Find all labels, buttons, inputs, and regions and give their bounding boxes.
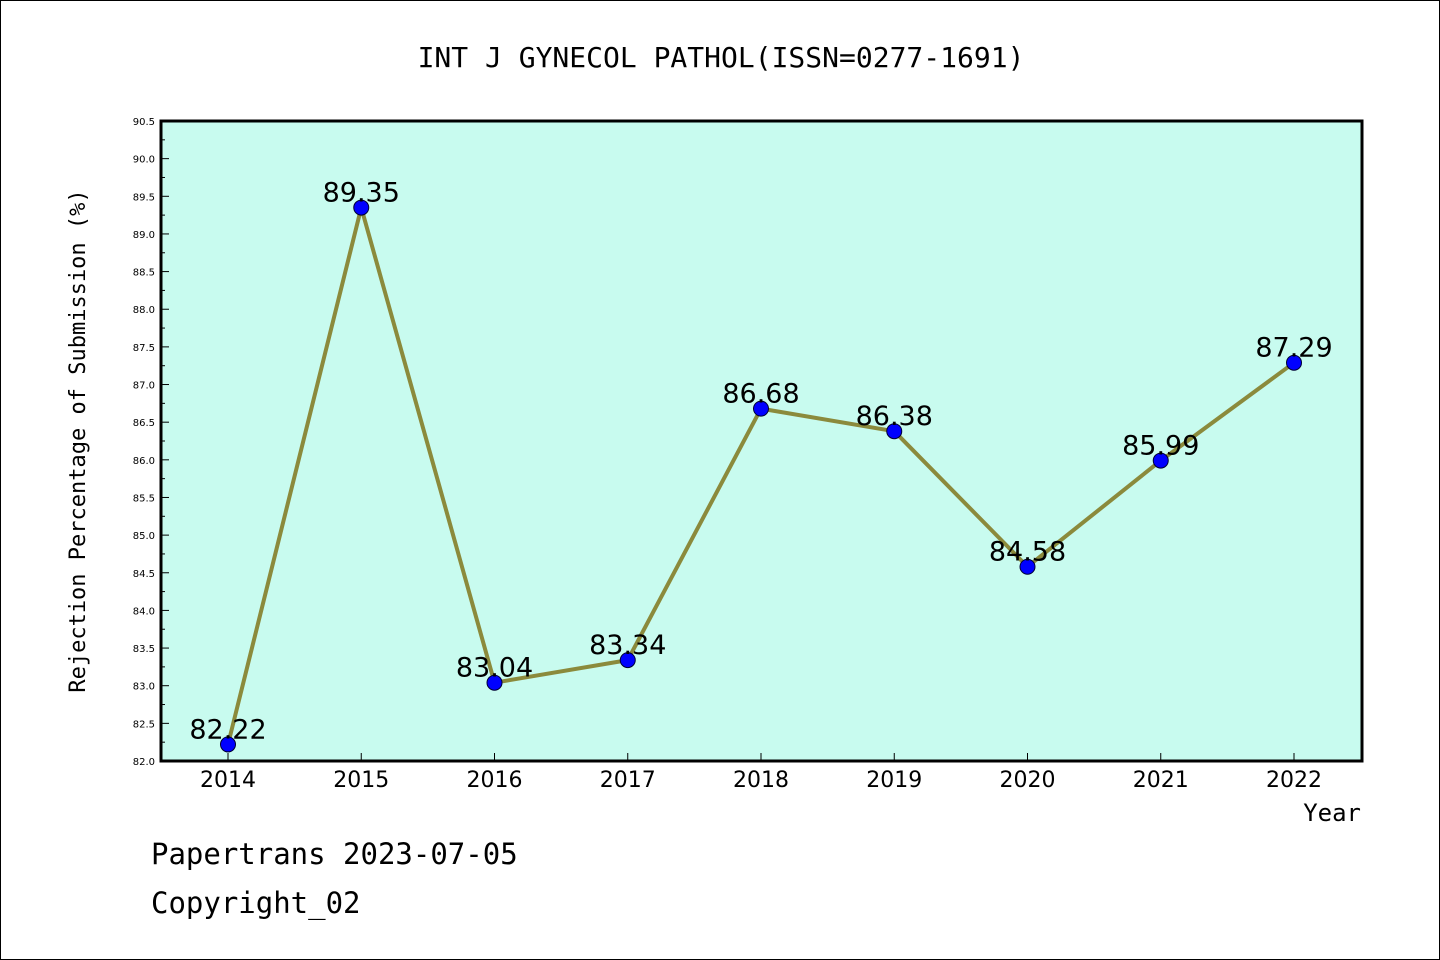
data-label: 85.99 bbox=[1122, 431, 1199, 462]
x-tick-label: 2021 bbox=[1133, 768, 1189, 793]
data-label: 86.68 bbox=[722, 379, 799, 410]
data-point bbox=[220, 736, 236, 753]
y-tick-label: 85.5 bbox=[133, 493, 155, 504]
x-tick-label: 2019 bbox=[866, 768, 922, 793]
y-tick-label: 86.5 bbox=[133, 418, 155, 429]
y-tick-label: 89.0 bbox=[133, 230, 155, 241]
data-point bbox=[353, 199, 370, 216]
data-label-group: 82.22 89.35 83.04 83.34 86.68 86.38 84.58 85.99… bbox=[189, 178, 1332, 746]
chart-title: INT J GYNECOL PATHOL(ISSN=0277-1691) bbox=[418, 41, 1025, 74]
data-point bbox=[1286, 354, 1302, 371]
data-point-group bbox=[220, 199, 1302, 753]
y-tick-label: 82.0 bbox=[133, 757, 155, 768]
y-tick-label: 83.5 bbox=[133, 644, 155, 655]
data-label: 87.29 bbox=[1255, 333, 1332, 364]
data-point bbox=[619, 652, 636, 669]
x-axis-label: Year bbox=[1303, 799, 1361, 827]
data-point bbox=[1019, 558, 1036, 575]
y-axis-label: Rejection Percentage of Submission (%) bbox=[66, 189, 91, 692]
y-tick-label: 89.5 bbox=[133, 192, 155, 203]
y-tick-label: 90.5 bbox=[133, 117, 155, 128]
data-label: 83.34 bbox=[589, 630, 666, 661]
data-label: 82.22 bbox=[189, 714, 266, 745]
x-tick-label: 2022 bbox=[1266, 768, 1322, 793]
data-label: 83.04 bbox=[456, 653, 533, 684]
y-axis: 82.0 82.5 83.0 83.5 84.0 84.5 85.0 85.5 86.0 86.5… bbox=[133, 117, 169, 768]
y-tick-label: 88.0 bbox=[133, 305, 155, 316]
x-tick-label: 2020 bbox=[1000, 768, 1056, 793]
y-tick-label: 82.5 bbox=[133, 719, 155, 730]
y-tick-label: 86.0 bbox=[133, 456, 155, 467]
y-tick-label: 87.0 bbox=[133, 381, 155, 392]
x-tick-label: 2017 bbox=[600, 768, 656, 793]
footer-date-text: Papertrans 2023-07-05 bbox=[151, 837, 518, 871]
y-tick-label: 84.0 bbox=[133, 606, 155, 617]
data-point bbox=[486, 674, 503, 691]
data-label: 84.58 bbox=[989, 537, 1066, 568]
y-tick-label: 84.5 bbox=[133, 569, 155, 580]
y-tick-label: 85.0 bbox=[133, 531, 155, 542]
x-tick-label: 2014 bbox=[200, 768, 256, 793]
x-tick-label: 2016 bbox=[467, 768, 523, 793]
y-tick-label: 87.5 bbox=[133, 343, 155, 354]
data-point bbox=[753, 400, 769, 417]
data-point bbox=[886, 423, 903, 440]
y-tick-label: 90.0 bbox=[133, 155, 155, 166]
x-axis: 2014 2015 2016 2017 2018 2019 2020 2021 2022 bbox=[200, 753, 1322, 793]
x-tick-label: 2018 bbox=[733, 768, 789, 793]
y-tick-label: 88.5 bbox=[133, 268, 155, 279]
data-label: 89.35 bbox=[323, 178, 400, 209]
x-tick-label: 2015 bbox=[333, 768, 389, 793]
plot-area bbox=[159, 119, 1364, 763]
data-label: 86.38 bbox=[856, 401, 933, 432]
footer-copyright-text: Copyright_02 bbox=[151, 886, 361, 920]
y-tick-label: 83.0 bbox=[133, 682, 155, 693]
data-point bbox=[1152, 452, 1169, 469]
